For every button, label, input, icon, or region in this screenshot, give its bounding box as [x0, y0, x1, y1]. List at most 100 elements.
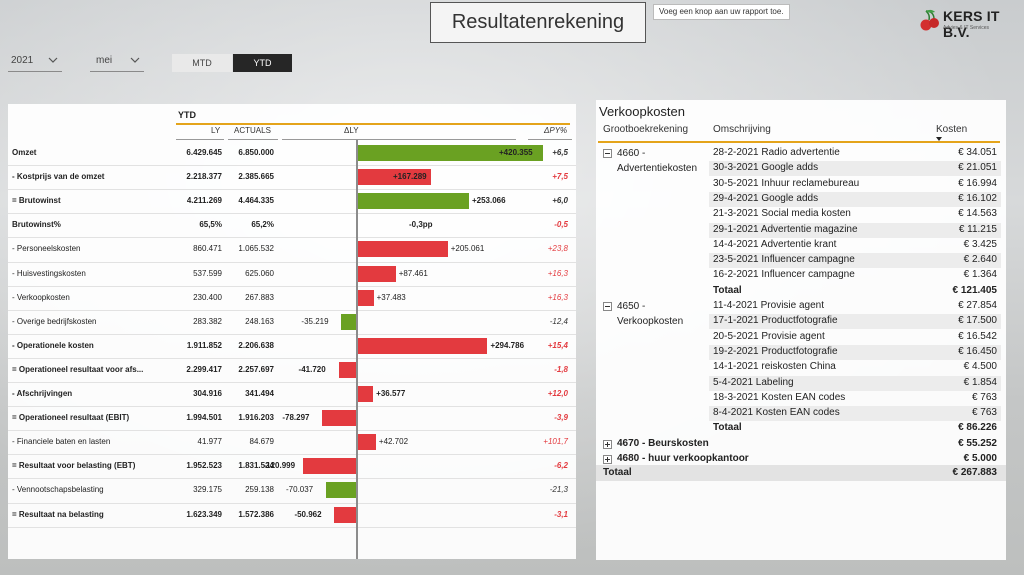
sort-desc-icon[interactable]: [936, 137, 942, 141]
header-underline: [176, 139, 224, 140]
ytd-toggle[interactable]: YTD: [233, 54, 292, 72]
delta-bar[interactable]: [303, 458, 357, 475]
ly-value: 860.471: [193, 244, 222, 254]
cost-row[interactable]: 14-1-2021 reiskosten China € 4.500: [709, 360, 1001, 375]
chevron-down-icon: [48, 57, 58, 63]
cost-description: 29-1-2021 Advertentie magazine: [713, 223, 858, 235]
income-row[interactable]: - Operationele kosten 1.911.852 2.206.638 +…: [8, 334, 576, 358]
cost-row[interactable]: 30-3-2021 Google adds € 21.051: [709, 161, 1001, 177]
col-header-actuals[interactable]: ACTUALS: [234, 126, 271, 135]
grand-total-label: Totaal: [603, 467, 632, 478]
delta-bar[interactable]: [357, 289, 374, 306]
delta-bar-label: +294.786: [490, 340, 525, 350]
cost-description: 28-2-2021 Radio advertentie: [713, 147, 840, 158]
cost-row[interactable]: 29-4-2021 Google adds € 16.102: [709, 191, 1001, 207]
delta-bar-label: +87.461: [398, 268, 428, 278]
row-separator: [8, 309, 576, 311]
cherry-icon: [920, 9, 939, 31]
cost-row[interactable]: 17-1-2021 Productfotografie € 17.500: [709, 314, 1001, 330]
income-row[interactable]: Omzet 6.429.645 6.850.000 +6,5 +420.355: [8, 141, 576, 165]
mtd-toggle[interactable]: MTD: [172, 54, 232, 72]
year-slicer[interactable]: 2021: [8, 50, 62, 72]
cost-row[interactable]: 11-4-2021 Provisie agent € 27.854: [709, 299, 1001, 314]
group-total-label: Totaal: [713, 284, 742, 296]
company-logo: KERS IT B.V. Advies & IT Services: [916, 5, 1020, 40]
grand-total-row: Totaal € 267.883: [596, 465, 1006, 481]
cost-row[interactable]: 18-3-2021 Kosten EAN codes € 763: [709, 391, 1001, 406]
account-title: Verkoopkosten: [617, 316, 684, 327]
income-row[interactable]: = Brutowinst 4.211.269 4.464.335 +6,0 +253.0…: [8, 189, 576, 213]
month-slicer[interactable]: mei: [90, 50, 144, 72]
cost-description: 16-2-2021 Influencer campagne: [713, 269, 855, 281]
delta-bar[interactable]: [334, 506, 357, 523]
delta-bar[interactable]: [326, 482, 357, 499]
income-row[interactable]: = Resultaat voor belasting (EBT) 1.952.52…: [8, 454, 576, 478]
cost-row[interactable]: 23-5-2021 Influencer campagne € 2.640: [709, 253, 1001, 269]
income-row[interactable]: - Kostprijs van de omzet 2.218.377 2.385.6…: [8, 165, 576, 189]
row-separator: [8, 478, 576, 480]
delta-bar[interactable]: [357, 434, 376, 451]
row-label: Brutowinst%: [12, 220, 61, 230]
income-row[interactable]: - Financiele baten en lasten 41.977 84.679…: [8, 430, 576, 454]
delta-bar-label: +205.061: [450, 244, 485, 254]
actuals-value: 248.163: [245, 316, 274, 326]
income-row[interactable]: - Overige bedrijfskosten 283.382 248.163 -1…: [8, 310, 576, 334]
cost-row[interactable]: 19-2-2021 Productfotografie € 16.450: [709, 344, 1001, 360]
income-row[interactable]: - Huisvestingskosten 537.599 625.060 +16,3 +…: [8, 262, 576, 286]
collapsed-account-row[interactable]: 4680 - huur verkoopkantoor € 5.000: [596, 452, 1006, 467]
collapse-icon[interactable]: [603, 149, 612, 158]
income-row[interactable]: = Resultaat na belasting 1.623.349 1.572.3…: [8, 503, 576, 527]
ly-value: 304.916: [193, 389, 222, 398]
col-header-ly[interactable]: LY: [211, 126, 221, 135]
delta-bar[interactable]: [338, 361, 357, 378]
cost-row[interactable]: 29-1-2021 Advertentie magazine € 11.215: [709, 222, 1001, 238]
delta-bar[interactable]: [357, 145, 543, 161]
cost-row[interactable]: 14-4-2021 Advertentie krant € 3.425: [709, 238, 1001, 253]
collapsed-account-row[interactable]: 4670 - Beurskosten € 55.252: [596, 437, 1006, 452]
income-row[interactable]: - Verkoopkosten 230.400 267.883 +16,3 +37.48…: [8, 286, 576, 310]
col-header-delta-py[interactable]: ΔPY%: [544, 126, 568, 135]
row-separator: [8, 454, 576, 456]
delta-bar-label: +37.483: [376, 292, 406, 302]
cost-row[interactable]: 5-4-2021 Labeling € 1.854: [709, 375, 1001, 391]
delta-bar[interactable]: [357, 265, 396, 282]
ly-value: 283.382: [193, 316, 222, 326]
delta-py-value: -6,2: [554, 461, 568, 471]
cost-amount: € 2.640: [963, 254, 997, 266]
expand-icon[interactable]: [603, 439, 612, 449]
col-header-account[interactable]: Grootboekrekening: [603, 124, 689, 135]
delta-bar[interactable]: [341, 313, 357, 330]
row-separator: [8, 261, 576, 263]
cost-row[interactable]: 16-2-2021 Influencer campagne € 1.364: [709, 268, 1001, 283]
income-row[interactable]: = Operationeel resultaat voor afs... 2.29…: [8, 358, 576, 382]
cost-row[interactable]: 20-5-2021 Provisie agent € 16.542: [709, 330, 1001, 345]
income-row[interactable]: - Afschrijvingen 304.916 341.494 +12,0 +36.5…: [8, 382, 576, 406]
delta-bar[interactable]: [357, 386, 374, 402]
cost-row[interactable]: 21-3-2021 Social media kosten € 14.563: [709, 207, 1001, 222]
delta-py-value: +6,0: [552, 196, 568, 206]
col-header-delta-ly[interactable]: ΔLY: [344, 126, 359, 135]
delta-bar[interactable]: [322, 410, 357, 427]
income-row[interactable]: = Operationeel resultaat (EBIT) 1.994.501…: [8, 406, 576, 430]
collapse-icon[interactable]: [603, 302, 612, 311]
add-button-tooltip: Voeg een knop aan uw rapport toe.: [653, 4, 790, 20]
income-row[interactable]: - Personeelskosten 860.471 1.065.532 +23,8 +…: [8, 237, 576, 261]
col-header-costs[interactable]: Kosten: [936, 124, 968, 135]
ly-value: 6.429.645: [186, 148, 222, 157]
cost-row[interactable]: 30-5-2021 Inhuur reclamebureau € 16.994: [709, 177, 1001, 192]
delta-bar[interactable]: [357, 337, 488, 354]
row-label: - Vennootschapsbelasting: [12, 485, 104, 495]
row-separator: [8, 526, 576, 528]
expand-icon[interactable]: [603, 455, 612, 464]
income-row[interactable]: - Vennootschapsbelasting 329.175 259.138 -2…: [8, 478, 576, 502]
row-label: = Brutowinst: [12, 196, 61, 206]
delta-bar[interactable]: [357, 169, 432, 186]
col-header-description[interactable]: Omschrijving: [713, 124, 771, 135]
grand-total-value: € 267.883: [952, 467, 998, 478]
delta-bar[interactable]: [357, 241, 448, 258]
income-row[interactable]: Brutowinst% 65,5% 65,2% -0,5 -0,3pp: [8, 213, 576, 237]
cost-row[interactable]: 8-4-2021 Kosten EAN codes € 763: [709, 406, 1001, 422]
delta-py-value: -0,5: [554, 220, 568, 230]
cost-row[interactable]: 28-2-2021 Radio advertentie € 34.051: [709, 146, 1001, 161]
delta-bar[interactable]: [357, 193, 469, 210]
